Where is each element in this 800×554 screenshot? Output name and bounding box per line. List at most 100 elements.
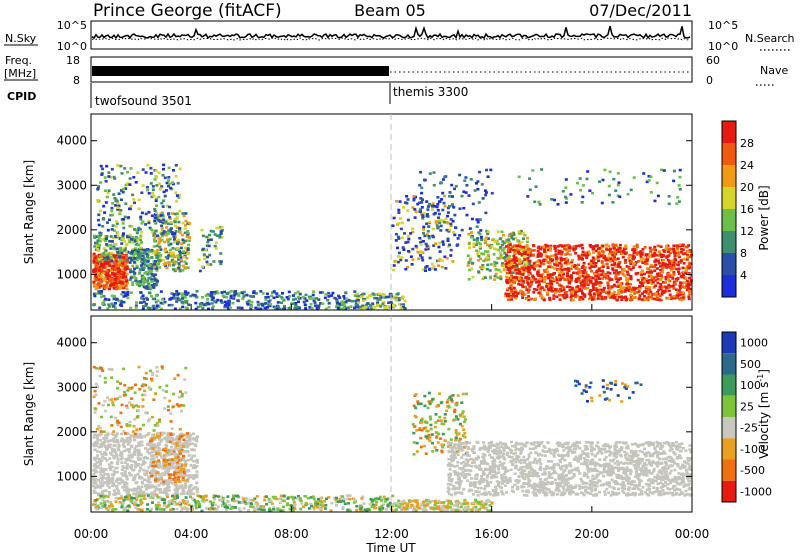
power-cell	[541, 272, 545, 276]
power-cell	[478, 233, 482, 236]
power-cell	[620, 291, 624, 294]
power-cell	[97, 286, 101, 289]
power-cell	[591, 245, 595, 249]
power-cell	[438, 221, 442, 225]
power-cell	[686, 288, 689, 292]
power-cell	[661, 265, 665, 269]
vel-cell	[150, 371, 154, 375]
power-cell	[128, 261, 132, 264]
power-cell	[106, 228, 110, 232]
power-cell	[124, 284, 128, 287]
power-cell	[155, 204, 158, 207]
power-cell	[620, 298, 624, 301]
power-cell	[661, 254, 665, 258]
power-cell	[166, 240, 170, 244]
power-cell	[521, 284, 525, 287]
vel-cell	[134, 445, 138, 448]
power-cell	[108, 284, 112, 287]
power-cell	[160, 227, 164, 230]
power-cell	[187, 303, 191, 306]
power-cell	[376, 301, 380, 304]
power-cell	[160, 228, 164, 232]
power-cell	[97, 258, 101, 261]
power-cell	[689, 280, 693, 284]
power-cell	[617, 246, 621, 250]
power-cell	[121, 284, 125, 288]
vel-cell	[180, 448, 184, 452]
power-cell	[651, 276, 655, 280]
vel-cell	[123, 481, 127, 484]
power-cell	[643, 295, 646, 298]
power-cell	[569, 298, 573, 302]
power-cell	[107, 255, 110, 259]
vel-cell	[117, 443, 121, 447]
power-cell	[276, 301, 280, 304]
vel-cell	[125, 485, 129, 488]
power-cell	[656, 277, 660, 281]
power-cell	[634, 272, 638, 275]
vel-cell	[99, 445, 103, 448]
power-cell	[422, 228, 426, 231]
power-cell	[173, 220, 177, 224]
vel-cell	[158, 461, 162, 464]
power-cell	[166, 232, 170, 236]
power-cell	[439, 224, 443, 228]
power-cell	[436, 220, 440, 223]
vel-cell	[194, 474, 198, 477]
power-cell	[539, 294, 542, 298]
power-cell	[528, 188, 532, 192]
power-cell	[147, 221, 151, 225]
power-cell	[357, 306, 361, 309]
power-cell	[100, 173, 104, 176]
power-cell	[578, 298, 582, 301]
vel-cell	[92, 365, 96, 369]
vel-cell	[100, 459, 104, 462]
power-cell	[270, 294, 274, 298]
power-cell	[116, 164, 120, 167]
vel-cell	[165, 444, 169, 448]
power-cell	[288, 295, 292, 298]
vel-cell	[175, 438, 179, 441]
power-cell	[346, 306, 350, 309]
power-cell	[508, 286, 512, 290]
power-cell	[145, 185, 149, 189]
power-cell	[126, 296, 130, 300]
power-cell	[546, 270, 550, 274]
power-cell	[297, 306, 301, 310]
power-cell	[675, 294, 679, 297]
power-cell	[105, 164, 109, 168]
power-cell	[668, 261, 672, 264]
power-cell	[219, 299, 223, 302]
power-cell	[154, 197, 158, 201]
power-cell	[175, 247, 179, 250]
power-colorbar-swatch-0	[722, 275, 736, 297]
power-cell	[108, 278, 112, 281]
power-cell	[495, 239, 499, 243]
power-cell	[588, 277, 592, 280]
power-cell	[569, 296, 573, 299]
power-cell	[685, 255, 689, 259]
vel-cell	[99, 481, 103, 484]
power-cell	[558, 288, 562, 291]
power-cell	[134, 306, 138, 309]
power-cell	[616, 172, 620, 175]
vel-cell	[179, 444, 183, 447]
vel-cell	[115, 470, 119, 474]
power-cell	[510, 261, 514, 265]
power-cell	[94, 284, 98, 288]
vel-cell	[125, 465, 129, 469]
power-cell	[206, 240, 210, 244]
power-cell	[428, 220, 431, 224]
vel-cell	[123, 461, 127, 464]
power-cell	[640, 298, 644, 301]
vel-cell	[190, 448, 194, 451]
vel-cell	[166, 468, 170, 472]
power-cell	[201, 296, 204, 299]
power-cell	[204, 303, 208, 307]
power-cell	[539, 279, 543, 283]
vel-cell	[150, 451, 154, 454]
vel-cell	[98, 433, 101, 437]
vel-cell	[159, 465, 162, 468]
vel-cell	[100, 490, 104, 494]
power-cell	[164, 220, 168, 224]
